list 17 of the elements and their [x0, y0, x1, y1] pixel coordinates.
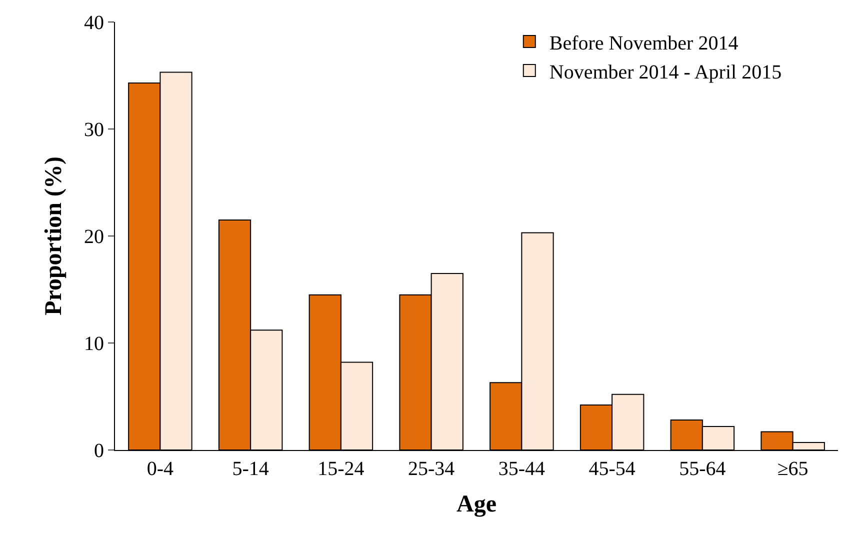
x-tick-label: 15-24 [318, 458, 364, 480]
y-tick-label: 30 [84, 119, 104, 141]
y-axis-title: Proportion (%) [41, 156, 68, 316]
y-tick-label: 40 [84, 12, 104, 34]
x-tick-label: 25-34 [408, 458, 455, 480]
x-tick-label: ≥65 [777, 458, 808, 480]
y-tick-label: 20 [84, 226, 104, 248]
y-tick-label: 10 [84, 333, 104, 355]
x-tick-label: 45-54 [588, 458, 636, 480]
x-tick-label: 5-14 [232, 458, 269, 480]
x-axis-title: Age [456, 491, 497, 518]
x-tick-label: 55-64 [679, 458, 726, 480]
legend-label: November 2014 - April 2015 [549, 61, 782, 84]
x-tick-label: 0-4 [146, 458, 174, 480]
y-tick-label: 0 [94, 440, 104, 462]
x-tick-label: 35-44 [498, 458, 546, 480]
legend-label: Before November 2014 [549, 32, 738, 54]
